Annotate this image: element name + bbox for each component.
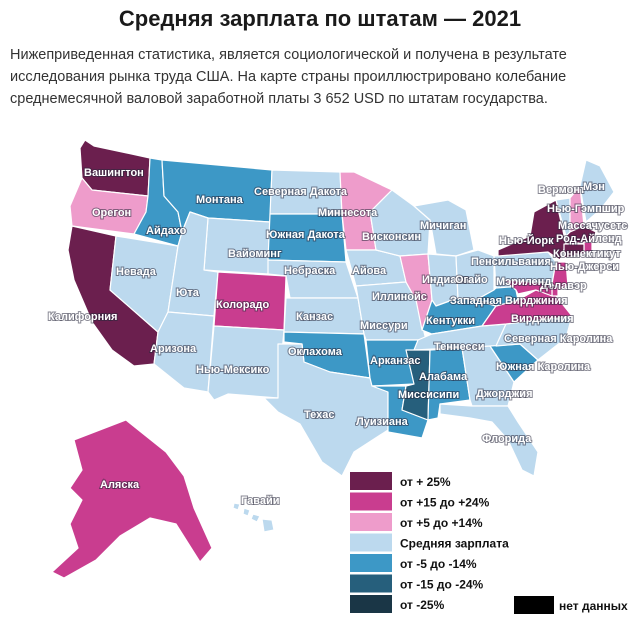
state-MD[interactable] — [503, 279, 553, 297]
state-label-CT: Коннектикут — [553, 248, 621, 260]
legend-label-p5: от +5 до +14% — [400, 516, 483, 530]
state-label-DE: Делавэр — [540, 280, 587, 292]
nodata-label: нет данных — [559, 599, 628, 613]
state-label-UT: Юта — [176, 287, 200, 299]
state-label-VA: Вирджиния — [511, 313, 574, 325]
state-label-PA: Пенсильвания — [471, 256, 551, 268]
state-label-SC: Южная Каролина — [496, 361, 591, 373]
state-label-NH: Нью-Гэмпшир — [547, 203, 625, 215]
legend-label-avg: Средняя зарплата — [400, 537, 509, 551]
state-label-KS: Канзас — [296, 311, 333, 323]
state-ME[interactable] — [579, 159, 615, 223]
state-label-KY: Кентукки — [426, 315, 475, 327]
state-label-TN: Теннесси — [434, 341, 485, 353]
state-label-ME: Мэн — [583, 181, 605, 193]
state-label-RI: Род-Айленд — [556, 233, 622, 245]
state-HI[interactable] — [232, 502, 275, 533]
state-label-CO: Колорадо — [216, 299, 270, 311]
state-label-OH: Огайо — [455, 274, 488, 286]
state-label-IA: Айова — [352, 265, 387, 277]
legend-label-p15: от +15 до +24% — [400, 496, 490, 510]
state-label-AZ: Аризона — [150, 343, 197, 355]
state-label-MD: Мэриленд — [496, 276, 551, 288]
state-label-MI: Мичиган — [420, 220, 466, 232]
state-FL[interactable] — [439, 403, 539, 477]
state-label-IN: Индиана — [422, 274, 470, 286]
state-WI[interactable] — [369, 189, 431, 257]
state-label-MT: Монтана — [196, 194, 244, 206]
state-label-WA: Вашингтон — [84, 167, 144, 179]
states-layer — [51, 139, 615, 579]
state-label-MO: Миссури — [360, 320, 408, 332]
state-label-MA: Массачусетс — [558, 220, 627, 232]
legend-label-m15: от -15 до -24% — [400, 578, 484, 592]
state-label-VT: Вермонт — [538, 184, 586, 196]
state-label-NE: Небраска — [284, 265, 336, 277]
state-label-SD: Южная Дакота — [266, 229, 346, 241]
state-NJ[interactable] — [551, 261, 569, 293]
state-label-FL: Флорида — [482, 433, 532, 445]
state-label-OR: Орегон — [92, 207, 131, 219]
state-label-NV: Невада — [116, 266, 157, 278]
state-label-CA: Калифорния — [48, 311, 117, 323]
state-label-MS: Миссисипи — [398, 389, 459, 401]
state-label-HI: Гавайи — [241, 495, 279, 507]
state-label-AK: Аляска — [100, 479, 140, 491]
state-label-OK: Оклахома — [288, 346, 343, 358]
state-label-NC: Северная Каролина — [504, 333, 613, 345]
legend-swatch-p25 — [350, 472, 392, 490]
legend: от + 25% от +15 до +24% от +5 до +14% Средн… — [350, 472, 509, 613]
legend-swatch-m25 — [350, 595, 392, 613]
legend-swatch-m15 — [350, 574, 392, 593]
state-label-NY: Нью-Йорк — [499, 234, 554, 247]
state-label-MN: Миннесота — [318, 207, 378, 219]
legend-swatch-m5 — [350, 554, 392, 572]
page-title: Средняя зарплата по штатам — 2021 — [118, 6, 522, 31]
state-label-ID: Айдахо — [146, 225, 187, 237]
state-label-GA: Джорджия — [476, 388, 533, 400]
legend-swatch-p5 — [350, 513, 392, 531]
state-AK[interactable] — [51, 419, 213, 579]
state-AZ[interactable] — [153, 311, 215, 393]
nodata-legend: нет данных — [514, 596, 628, 614]
legend-swatch-p15 — [350, 492, 392, 511]
state-label-AR: Арканзас — [370, 355, 421, 367]
intro-text: Нижеприведенная статистика, является соц… — [10, 47, 567, 107]
state-CT[interactable] — [563, 243, 585, 259]
legend-label-m5: от -5 до -14% — [400, 557, 477, 571]
state-label-WI: Висконсин — [362, 231, 421, 243]
state-label-NJ: Нью-Джерси — [550, 261, 619, 273]
state-TX[interactable] — [263, 343, 389, 477]
state-label-WY: Вайоминг — [228, 248, 282, 260]
legend-label-m25: от -25% — [400, 598, 445, 612]
state-label-ND: Северная Дакота — [254, 186, 348, 198]
state-label-LA: Луизиана — [356, 416, 409, 428]
state-label-WV: Западная Вирджиния — [450, 295, 568, 307]
legend-label-p25: от + 25% — [400, 475, 451, 489]
state-AR[interactable] — [365, 339, 419, 387]
nodata-swatch — [514, 596, 554, 614]
state-label-AL: Алабама — [419, 371, 468, 383]
state-NM[interactable] — [207, 325, 285, 401]
state-WY[interactable] — [203, 217, 271, 275]
state-label-IL: Иллинойс — [372, 291, 427, 303]
state-label-NM: Нью-Мексико — [196, 364, 270, 376]
state-label-TX: Техас — [304, 409, 335, 421]
legend-swatch-avg — [350, 533, 392, 552]
state-labels-layer: Вашингтон Орегон Калифорния Невада Айдахо Мон… — [47, 166, 628, 508]
